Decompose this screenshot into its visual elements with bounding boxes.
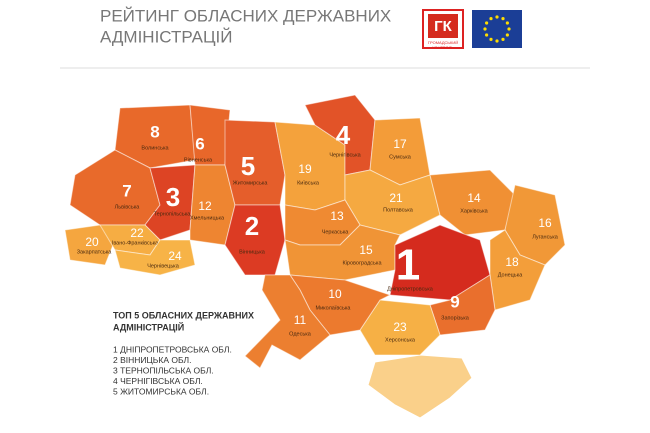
region-rank: 17 [393, 137, 407, 151]
eu-star [507, 27, 511, 31]
region [64, 224, 116, 266]
region-rank: 5 [241, 151, 255, 181]
region-rank: 15 [359, 243, 373, 257]
region-rank: 23 [393, 320, 407, 334]
region [244, 274, 331, 369]
region-rank: 11 [294, 313, 307, 327]
region-rank: 13 [330, 209, 344, 223]
legend-item: 3 ТЕРНОПІЛЬСЬКА ОБЛ. [113, 365, 214, 375]
region-name: Закарпатська [77, 249, 113, 255]
region-name: Львівська [115, 204, 141, 210]
region-rank: 8 [150, 122, 159, 141]
region-rank: 10 [328, 287, 342, 301]
region-name: Тернопільська [154, 211, 192, 217]
region-rank: 18 [505, 255, 519, 269]
region-name: Вінницька [239, 249, 266, 255]
eu-star [495, 15, 499, 19]
eu-star [489, 37, 493, 41]
eu-stars [483, 15, 511, 43]
legend-title: АДМІНІСТРАЦІЙ [113, 321, 184, 332]
legend-item: 2 ВІННИЦЬКА ОБЛ. [113, 355, 191, 365]
region-rank: 7 [122, 181, 131, 200]
crimea [367, 354, 473, 419]
region-name: Волинська [141, 145, 169, 151]
region-rank: 9 [450, 292, 459, 311]
region-rank: 24 [168, 249, 182, 263]
region-name: Чернігівська [329, 152, 361, 158]
eu-star [505, 21, 509, 25]
eu-star [489, 17, 493, 21]
title: АДМІНІСТРАЦІЙ [100, 27, 232, 46]
region-rank: 1 [396, 241, 420, 290]
eu-star [483, 27, 487, 31]
eu-star [485, 33, 489, 37]
logo-mark: ГК [434, 18, 453, 35]
region-name: Донецька [498, 272, 523, 278]
region-name: Дніпропетровська [387, 286, 434, 292]
region-rank: 20 [85, 235, 99, 249]
region-name: Запорізька [441, 315, 470, 321]
region-name: Одеська [289, 331, 312, 337]
region-name: Івано-Франківська [112, 240, 159, 246]
region-name: Хмельницька [190, 215, 225, 221]
eu-star [501, 37, 505, 41]
region-rank: 6 [195, 134, 204, 153]
legend: 1 ДНІПРОПЕТРОВСЬКА ОБЛ.2 ВІННИЦЬКА ОБЛ.3… [113, 344, 232, 396]
region-rank: 16 [538, 216, 552, 230]
region-rank: 21 [389, 191, 403, 205]
eu-star [505, 33, 509, 37]
legend-item: 5 ЖИТОМИРСЬКА ОБЛ. [113, 386, 209, 396]
region-name: Харківська [460, 208, 488, 214]
region-name: Житомирська [233, 180, 269, 186]
title: РЕЙТИНГ ОБЛАСНИХ ДЕРЖАВНИХ [100, 6, 391, 25]
region-name: Чернівецька [147, 263, 180, 269]
map: 8 Волинська 6 Рівненська 7 Львівська 3Тернопіл… [64, 94, 566, 419]
region-name: Черкаська [322, 229, 350, 235]
region-rank: 4 [336, 120, 351, 150]
region-name: Київська [297, 180, 320, 186]
region [114, 239, 196, 276]
region-rank: 14 [467, 191, 481, 205]
region-name: Миколаївська [316, 305, 352, 311]
legend-item: 1 ДНІПРОПЕТРОВСЬКА ОБЛ. [113, 344, 232, 354]
region-name: Рівненська [184, 157, 213, 163]
region [114, 104, 196, 169]
logo-caption: КОНТРОЛЬ [432, 45, 454, 50]
region-name: Кіровоградська [343, 260, 383, 266]
eu-star [495, 39, 499, 43]
region-rank: 3 [166, 182, 180, 212]
region-name: Херсонська [385, 337, 416, 343]
region-rank: 22 [130, 226, 144, 240]
region-rank: 12 [198, 199, 212, 213]
region-name: Сумська [389, 154, 412, 160]
region-rank: 19 [298, 162, 312, 176]
legend-title: ТОП 5 ОБЛАСНИХ ДЕРЖАВНИХ [113, 310, 254, 320]
eu-star [501, 17, 505, 21]
eu-star [485, 21, 489, 25]
region-rank: 2 [245, 211, 259, 241]
legend-item: 4 ЧЕРНІГІВСЬКА ОБЛ. [113, 376, 203, 386]
region-name: Луганська [532, 234, 559, 240]
logo-caption: ГРОМАДСЬКИЙ [428, 40, 458, 45]
region-name: Полтавська [383, 207, 414, 213]
logo-box [428, 14, 458, 38]
